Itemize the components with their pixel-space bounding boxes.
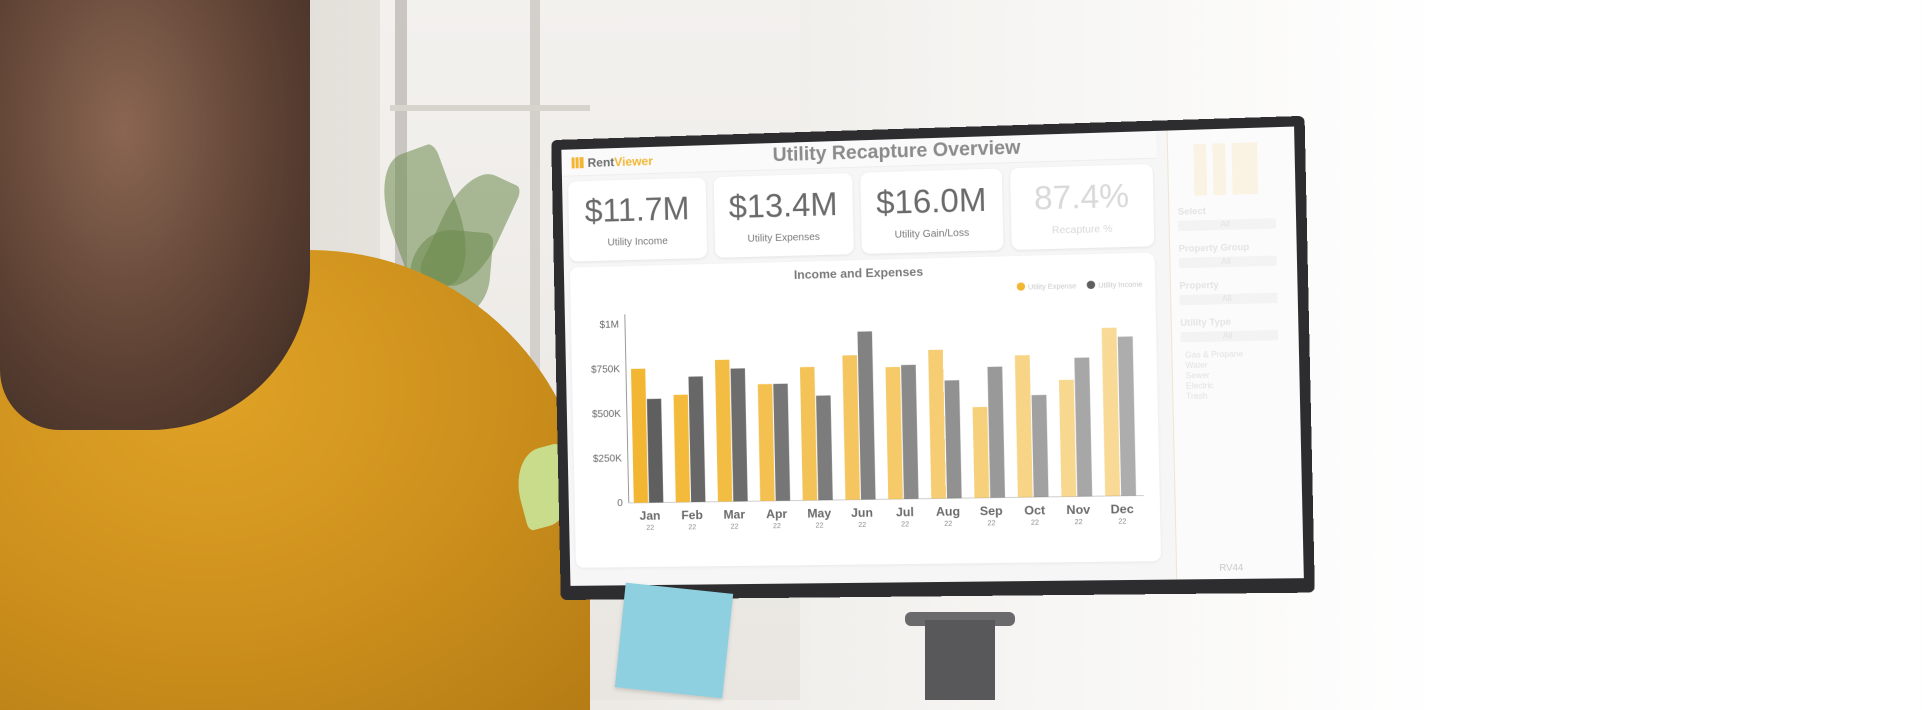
kpi-card-recapture[interactable]: 87.4% Recapture %: [1010, 164, 1155, 250]
utility-type-option[interactable]: Sewer: [1186, 371, 1210, 381]
x-tick-sublabel: 22: [815, 522, 823, 529]
bar-utility-income: [816, 395, 833, 500]
utility-type-dropdown[interactable]: All: [1180, 330, 1278, 342]
x-tick-label: Nov: [1066, 502, 1090, 517]
x-tick-label: Jul: [896, 505, 914, 520]
bar-utility-expense: [1059, 380, 1076, 497]
kpi-value: $16.0M: [861, 181, 1003, 223]
x-tick-label: Dec: [1110, 502, 1134, 517]
kpi-value: $11.7M: [568, 190, 706, 231]
utility-type-option[interactable]: Electric: [1186, 381, 1214, 391]
bar-utility-expense: [674, 395, 691, 503]
x-tick-label: Jan: [639, 509, 660, 523]
x-tick-sublabel: 22: [858, 522, 866, 529]
sticky-note: [615, 583, 733, 699]
dashboard-screen: RentViewer Utility Recapture Overview $1…: [561, 127, 1303, 586]
bar-utility-expense: [842, 355, 860, 500]
x-tick-label: May: [807, 506, 831, 521]
utility-type-option[interactable]: Gas & Propane: [1185, 349, 1243, 360]
x-tick-sublabel: 22: [1118, 518, 1126, 525]
x-tick-sublabel: 22: [646, 525, 654, 532]
bar-chart: 0$250K$500K$750K$1MJan22Feb22Mar22Apr22M…: [570, 252, 1161, 567]
dropdown-value: All: [1221, 257, 1231, 267]
bar-chart-icon: [1193, 142, 1258, 196]
x-tick-label: Oct: [1024, 503, 1045, 518]
bar-utility-expense: [631, 369, 648, 503]
bar-utility-income: [857, 331, 875, 499]
select-dropdown[interactable]: All: [1178, 218, 1276, 231]
x-tick-sublabel: 22: [773, 523, 781, 530]
bar-utility-income: [688, 376, 705, 502]
bar-utility-income: [987, 367, 1005, 498]
property-group-dropdown[interactable]: All: [1179, 255, 1277, 268]
income-expenses-chart-card: Income and Expenses Utility Expense Util…: [570, 252, 1161, 567]
bar-utility-income: [1074, 357, 1092, 496]
kpi-label: Utility Expenses: [714, 231, 853, 246]
bar-utility-expense: [758, 384, 775, 501]
monitor-stand: [925, 620, 995, 700]
x-tick-sublabel: 22: [987, 520, 995, 527]
dropdown-value: All: [1223, 331, 1233, 340]
bar-utility-expense: [885, 367, 902, 499]
dropdown-value: All: [1220, 219, 1230, 229]
bar-utility-expense: [715, 360, 732, 502]
bar-utility-income: [944, 380, 961, 498]
kpi-label: Utility Income: [569, 235, 706, 250]
bar-utility-expense: [1015, 355, 1033, 497]
kpi-row: $11.7M Utility Income $13.4M Utility Exp…: [568, 164, 1154, 262]
bar-utility-income: [1032, 395, 1049, 497]
kpi-card-utility-income[interactable]: $11.7M Utility Income: [568, 177, 707, 261]
monitor: RentViewer Utility Recapture Overview $1…: [551, 116, 1315, 600]
x-tick-label: Sep: [980, 504, 1003, 519]
background-shelf: [530, 0, 540, 420]
y-axis: [625, 314, 629, 503]
y-tick-label: $500K: [592, 409, 621, 421]
y-tick-label: $250K: [593, 453, 622, 465]
dropdown-value: All: [1222, 294, 1232, 304]
filter-panel: Select All Property Group All Property A…: [1167, 127, 1304, 580]
x-tick-label: Mar: [723, 507, 745, 521]
x-tick-sublabel: 22: [901, 521, 909, 528]
x-tick-sublabel: 22: [1074, 519, 1082, 526]
kpi-label: Utility Gain/Loss: [862, 227, 1003, 242]
background-shelf-board: [390, 105, 590, 111]
bar-utility-income: [731, 368, 748, 501]
utility-type-option[interactable]: Trash: [1186, 391, 1208, 401]
utility-type-option[interactable]: Water: [1185, 360, 1207, 370]
kpi-card-utility-expenses[interactable]: $13.4M Utility Expenses: [713, 173, 854, 258]
kpi-label: Recapture %: [1011, 223, 1154, 238]
x-tick-label: Apr: [766, 507, 788, 521]
x-tick-sublabel: 22: [944, 521, 952, 528]
x-tick-label: Aug: [936, 504, 960, 519]
bar-utility-expense: [1102, 328, 1121, 496]
version-label: RV44: [1219, 562, 1243, 573]
filter-label: Utility Type: [1180, 317, 1231, 328]
filter-label: Property Group: [1179, 242, 1250, 254]
x-tick-sublabel: 22: [1031, 520, 1039, 527]
y-tick-label: $1M: [599, 320, 619, 331]
y-tick-label: 0: [617, 498, 623, 509]
x-tick-sublabel: 22: [688, 524, 696, 531]
property-dropdown[interactable]: All: [1180, 293, 1278, 306]
person-hair: [0, 0, 310, 430]
y-tick-label: $750K: [591, 364, 620, 376]
bar-utility-income: [1118, 336, 1136, 495]
kpi-card-utility-gain-loss[interactable]: $16.0M Utility Gain/Loss: [860, 169, 1003, 254]
kpi-value: 87.4%: [1010, 176, 1154, 218]
bar-utility-income: [901, 365, 918, 499]
bar-utility-expense: [973, 407, 990, 498]
bar-utility-income: [647, 399, 663, 503]
bar-utility-expense: [928, 350, 946, 499]
x-tick-label: Feb: [681, 508, 703, 522]
kpi-value: $13.4M: [713, 185, 853, 226]
filter-label: Property: [1179, 280, 1218, 291]
x-tick-sublabel: 22: [731, 524, 739, 531]
filter-label: Select: [1178, 206, 1206, 217]
bar-utility-expense: [800, 367, 817, 501]
bar-utility-income: [773, 384, 790, 501]
x-tick-label: Jun: [851, 506, 873, 521]
